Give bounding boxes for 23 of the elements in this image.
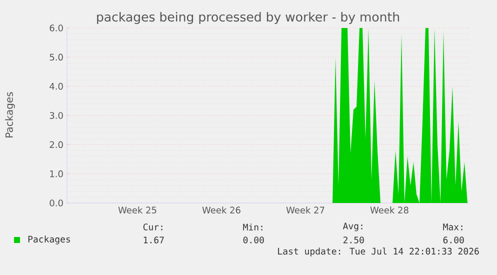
text: 6.00 [443, 236, 464, 244]
y-tick-label: 6.0 [50, 24, 63, 32]
y-tick-label: 4.0 [50, 82, 63, 90]
y-tick-label: 5.0 [50, 54, 63, 61]
legend-label: Packages [28, 236, 70, 244]
y-tick-label: 2.0 [50, 141, 63, 148]
text: 0.00 [243, 236, 264, 244]
y-tick-label: 1.0 [50, 170, 63, 178]
text: Min: [243, 224, 262, 230]
text: Last update: Tue Jul 14 22:01:33 2026 [278, 248, 479, 256]
text: Avg: [342, 222, 362, 232]
text: 1.67 [144, 236, 164, 244]
text: 2.50 [343, 236, 364, 244]
x-tick-label: Week 27 [286, 206, 324, 214]
y-tick-label: 3.0 [50, 112, 63, 119]
chart-title: packages being processed by worker - by month [97, 12, 399, 24]
x-tick-label: Week 28 [370, 206, 408, 214]
y-tick-label: 0.0 [50, 200, 63, 206]
x-tick-label: Week 26 [202, 206, 240, 214]
text: Cur: [143, 224, 162, 230]
y-axis-title: Packages [5, 92, 15, 138]
text: Max: [443, 224, 462, 230]
x-tick-label: Week 25 [118, 206, 156, 214]
